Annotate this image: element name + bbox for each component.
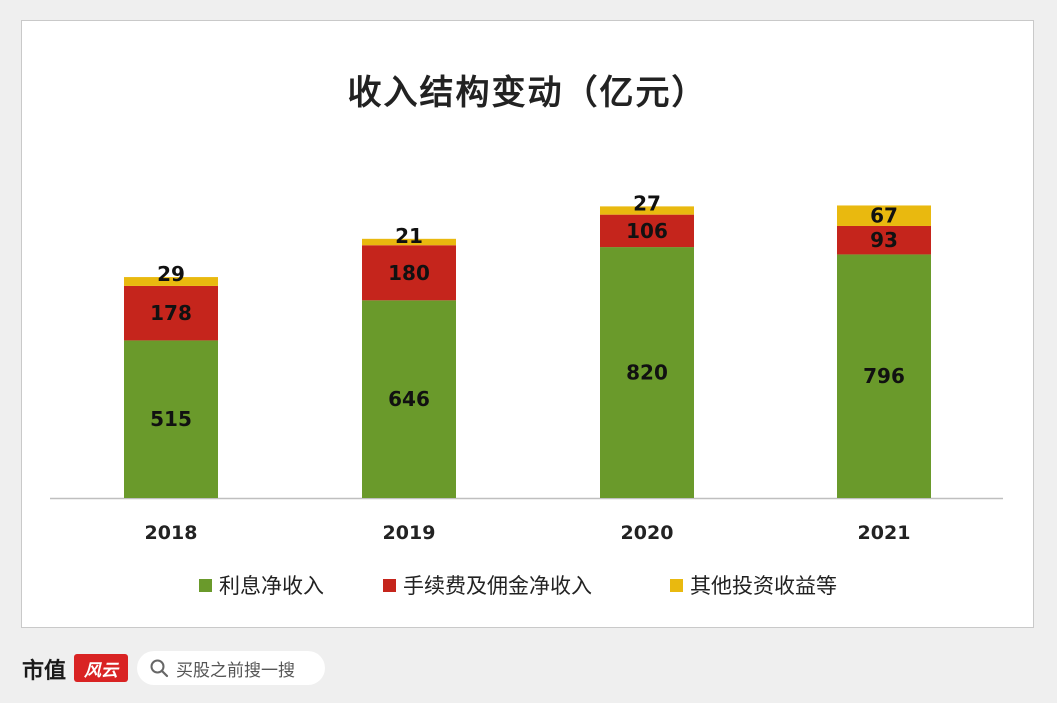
data-label-2019-series-2: 21 <box>395 224 423 248</box>
x-tick-label-2019: 2019 <box>383 522 436 544</box>
bar-2020-series-2 <box>600 206 694 215</box>
bar-2018-series-2 <box>124 277 218 286</box>
bar-2019-series-1 <box>362 245 456 301</box>
bar-2020-series-0 <box>600 247 694 498</box>
data-label-2021-series-1: 93 <box>870 228 898 252</box>
data-label-2021-series-2: 67 <box>870 204 898 228</box>
bar-2018-series-1 <box>124 285 218 341</box>
bar-2020-series-1 <box>600 214 694 248</box>
data-label-2020-series-2: 27 <box>633 191 661 215</box>
data-label-2020-series-1: 106 <box>626 219 668 243</box>
bar-2019-series-2 <box>362 238 456 246</box>
chart-title: 收入结构变动（亿元） <box>347 73 708 113</box>
legend-swatch-2 <box>670 579 683 592</box>
bar-2021-series-1 <box>837 225 931 255</box>
brand-logo: 风云 <box>74 654 128 682</box>
data-label-2018-series-2: 29 <box>157 262 185 286</box>
legend-label-1: 手续费及佣金净收入 <box>403 574 592 598</box>
data-label-2018-series-1: 178 <box>150 301 192 325</box>
search-placeholder: 买股之前搜一搜 <box>176 660 295 681</box>
stacked-bar-chart: 515 178 29 2018 646 180 21 2019 820 106 27 2020 796 9… <box>50 191 1003 598</box>
data-label-2020-series-0: 820 <box>626 361 668 385</box>
footer-bar: 市值 风云 买股之前搜一搜 <box>0 640 1057 703</box>
bar-2018-series-0 <box>124 340 218 498</box>
data-label-2019-series-0: 646 <box>388 387 430 411</box>
data-label-2021-series-0: 796 <box>863 364 905 388</box>
data-label-2018-series-0: 515 <box>150 407 192 431</box>
legend-swatch-0 <box>199 579 212 592</box>
data-label-2019-series-1: 180 <box>388 261 430 285</box>
legend-label-0: 利息净收入 <box>219 574 324 598</box>
bar-2021-series-0 <box>837 254 931 498</box>
legend-label-2: 其他投资收益等 <box>690 574 837 598</box>
brand-name: 市值 <box>22 658 67 684</box>
legend-swatch-1 <box>383 579 396 592</box>
x-tick-label-2020: 2020 <box>621 522 674 544</box>
x-tick-label-2021: 2021 <box>858 522 911 544</box>
search-box[interactable]: 买股之前搜一搜 <box>137 651 325 685</box>
x-tick-label-2018: 2018 <box>145 522 198 544</box>
bar-2021-series-2 <box>837 205 931 226</box>
bar-2019-series-0 <box>362 300 456 498</box>
search-icon <box>150 659 169 678</box>
